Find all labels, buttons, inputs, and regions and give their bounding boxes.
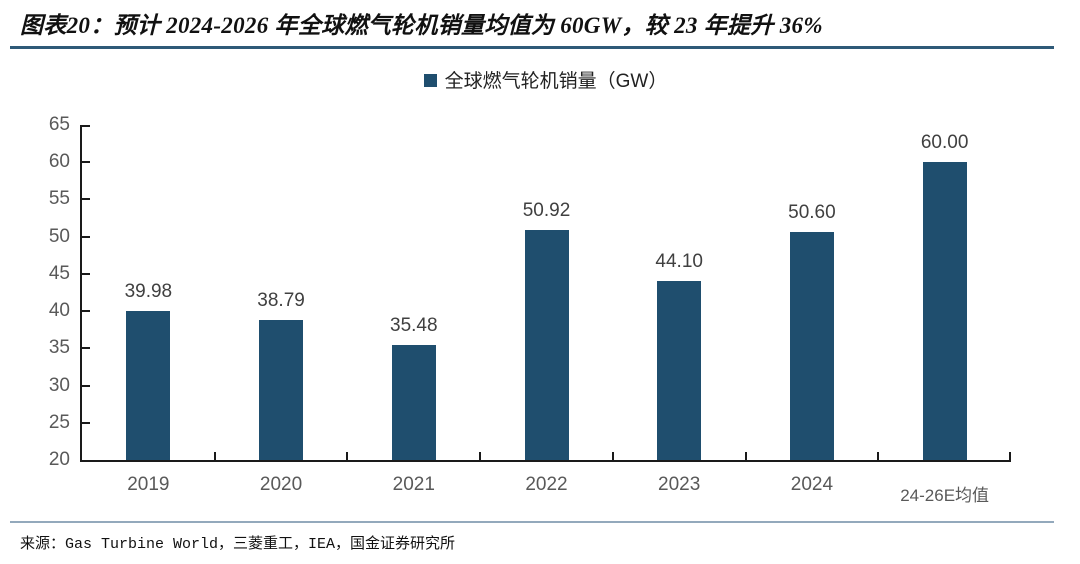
- y-axis-tick-label: 30: [48, 374, 70, 396]
- x-axis-tick: [877, 452, 880, 460]
- y-axis-tick-label: 25: [48, 411, 70, 433]
- bar-value-label: 44.10: [655, 250, 703, 272]
- y-axis-tick: [82, 161, 90, 164]
- bar: [259, 320, 304, 460]
- x-axis-label: 2024: [790, 474, 834, 495]
- bar: [657, 280, 702, 460]
- source-divider: [10, 521, 1054, 523]
- y-axis-tick-label: 20: [48, 449, 70, 470]
- figure-title: 图表20：预计 2024-2026 年全球燃气轮机销量均值为 60GW，较 23…: [20, 13, 823, 38]
- bar-value-label: 35.48: [390, 314, 438, 336]
- y-axis-tick: [82, 347, 90, 350]
- y-axis-tick-label: 50: [48, 225, 70, 247]
- legend-square-icon: [423, 73, 437, 87]
- y-axis-tick: [82, 235, 90, 238]
- x-axis-tick: [1009, 452, 1011, 460]
- bar-value-label: 39.98: [124, 281, 173, 303]
- source-note: 来源：Gas Turbine World，三菱重工，IEA，国金证券研究所: [20, 536, 456, 553]
- bar-value-label: 38.79: [257, 290, 305, 312]
- x-axis-tick: [213, 452, 216, 460]
- y-axis-tick: [82, 421, 90, 424]
- bar: [524, 229, 569, 460]
- x-axis-label: 24-26E均值: [900, 486, 990, 505]
- y-axis-tick-label: 45: [48, 262, 70, 284]
- bar: [789, 232, 834, 460]
- x-axis-tick: [479, 452, 482, 460]
- y-axis-tick: [82, 198, 90, 201]
- bar: [126, 311, 171, 460]
- x-axis-label: 2019: [127, 474, 170, 495]
- bar-chart-plot-area: 20 25 30 35 40 45 50 55 60 65 39.98 2019 38.79 2020 35…: [49, 114, 1011, 505]
- title-divider: [10, 46, 1054, 49]
- bar-value-label: 50.60: [788, 202, 836, 224]
- y-axis-tick-label: 55: [48, 188, 70, 210]
- x-axis-tick: [346, 452, 349, 460]
- x-axis-label: 2023: [658, 474, 701, 495]
- y-axis-tick: [82, 384, 90, 387]
- chart-legend: 全球燃气轮机销量（GW）: [80, 66, 1011, 92]
- bar: [391, 344, 436, 460]
- bar: [922, 162, 967, 460]
- legend-label: 全球燃气轮机销量（GW）: [444, 70, 668, 92]
- x-axis-label: 2022: [525, 474, 568, 495]
- x-axis-tick: [611, 452, 614, 460]
- x-axis-tick: [744, 452, 747, 460]
- x-axis-label: 2021: [392, 474, 435, 495]
- y-axis-tick-label: 60: [48, 151, 70, 173]
- y-axis-tick-label: 65: [48, 114, 70, 135]
- y-axis-tick: [82, 310, 90, 313]
- bar-value-label: 60.00: [920, 132, 969, 154]
- y-axis-tick: [82, 125, 90, 127]
- y-axis-tick-label: 40: [48, 300, 70, 322]
- x-axis-label: 2020: [259, 474, 303, 495]
- bar-value-label: 50.92: [522, 199, 571, 221]
- y-axis-tick: [82, 272, 90, 275]
- y-axis-tick-label: 35: [48, 337, 70, 359]
